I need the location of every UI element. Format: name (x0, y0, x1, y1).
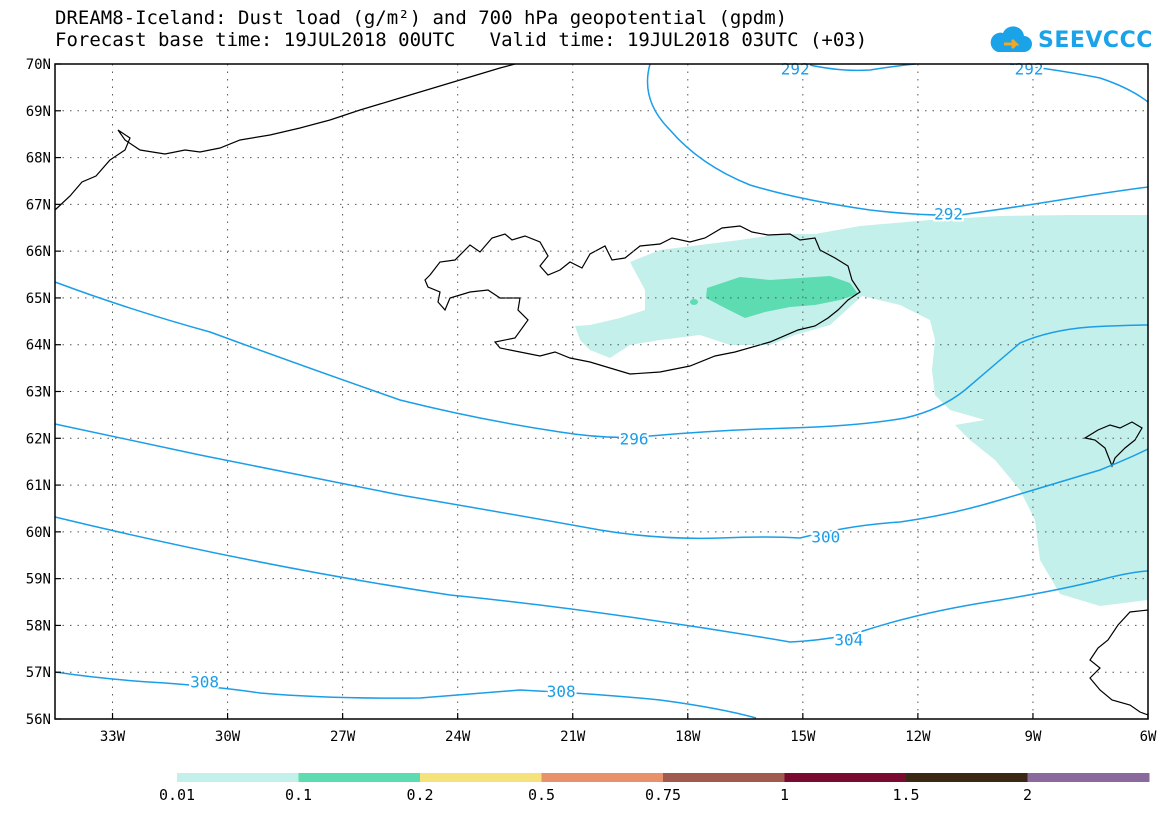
logo-text: SEEVCCC (1038, 27, 1153, 53)
contour-labels: 292 292 292 296 300 304 308 308 (188, 58, 1045, 703)
contour-label: 300 (811, 528, 840, 547)
iceland-coastline (424, 225, 861, 375)
lat-label: 62N (26, 431, 51, 447)
lat-label: 64N (26, 338, 51, 354)
dust-area-light (575, 215, 1148, 606)
lat-label: 65N (26, 291, 51, 307)
colorbar-swatch (298, 773, 421, 782)
lat-label: 61N (26, 478, 51, 494)
lat-label: 57N (26, 665, 51, 681)
lon-label: 18W (675, 729, 701, 745)
lon-label: 30W (215, 729, 241, 745)
dust-load-layer (575, 215, 1148, 606)
contour-label: 292 (934, 205, 963, 224)
contour-296 (54, 281, 1149, 439)
contour-292-north-a (804, 63, 916, 72)
lon-label: 9W (1025, 729, 1042, 745)
lon-label: 12W (905, 729, 931, 745)
coastlines (54, 63, 1149, 716)
lon-label: 33W (100, 729, 126, 745)
lat-label: 67N (26, 197, 51, 213)
contour-308 (54, 671, 757, 719)
seevccc-logo: SEEVCCC (990, 22, 1153, 58)
colorbar-label: 0.2 (406, 786, 433, 804)
colorbar-label: 2 (1023, 786, 1032, 804)
contour-304 (54, 516, 1149, 643)
contour-label: 308 (547, 682, 576, 701)
scotland-coastline (1089, 609, 1149, 716)
contour-label: 292 (1015, 60, 1044, 79)
cloud-logo-icon (990, 26, 1032, 52)
colorbar-label: 0.1 (285, 786, 312, 804)
dust-spot-small (690, 299, 698, 305)
lat-label: 70N (26, 57, 51, 73)
map-subtitle: Forecast base time: 19JUL2018 00UTC Vali… (55, 29, 868, 51)
greenland-coastline (54, 63, 516, 211)
lat-label: 66N (26, 244, 51, 260)
colorbar-label: 0.5 (528, 786, 555, 804)
contour-label: 296 (620, 429, 649, 448)
contour-300 (54, 423, 1149, 540)
colorbar: 0.01 0.1 0.2 0.5 0.75 1 1.5 2 (159, 773, 1150, 804)
colorbar-swatch (420, 773, 542, 782)
colorbar-swatch (177, 773, 299, 782)
contour-label: 304 (834, 630, 863, 649)
lon-label: 15W (790, 729, 816, 745)
colorbar-swatch (784, 773, 907, 782)
lat-label: 69N (26, 104, 51, 120)
colorbar-label: 0.75 (645, 786, 681, 804)
contour-292-north-b (1009, 63, 1149, 103)
faroe-coastline (1083, 421, 1143, 468)
dust-area-mid (706, 276, 858, 318)
lat-label: 68N (26, 151, 51, 167)
map-title: DREAM8-Iceland: Dust load (g/m²) and 700… (55, 7, 788, 29)
colorbar-label: 1 (780, 786, 789, 804)
colorbar-label: 1.5 (892, 786, 919, 804)
colorbar-swatch (1027, 773, 1150, 782)
geopotential-contours (54, 63, 1149, 719)
colorbar-swatch (906, 773, 1028, 782)
contour-label: 292 (781, 60, 810, 79)
axis-labels: 70N 69N 68N 67N 66N 65N 64N 63N 62N 61N 60N 59N 58N 5… (26, 57, 1157, 745)
colorbar-label: 0.01 (159, 786, 195, 804)
lat-label: 59N (26, 572, 51, 588)
colorbar-swatch (541, 773, 664, 782)
lat-label: 58N (26, 618, 51, 634)
lon-label: 21W (560, 729, 586, 745)
lat-label: 63N (26, 385, 51, 401)
contour-292-main (646, 63, 1149, 216)
lon-label: 6W (1140, 729, 1157, 745)
colorbar-swatch (663, 773, 785, 782)
lon-label: 27W (330, 729, 356, 745)
lat-label: 60N (26, 525, 51, 541)
contour-label: 308 (190, 673, 219, 692)
lat-label: 56N (26, 712, 51, 728)
lon-label: 24W (445, 729, 471, 745)
